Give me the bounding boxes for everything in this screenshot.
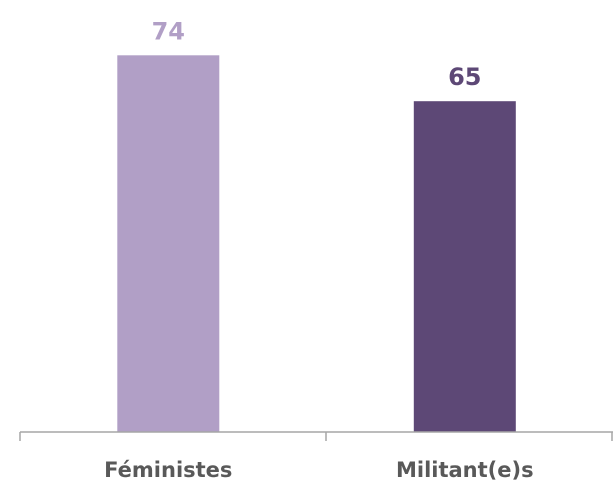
x-axis (19, 431, 613, 441)
x-tick-label-0: Féministes (104, 458, 232, 480)
bar-0 (117, 55, 220, 433)
bars-layer (117, 55, 516, 433)
data-label-1: 65 (448, 63, 481, 91)
tick-labels-layer: Féministes Militant(e)s (104, 458, 533, 480)
data-label-0: 74 (152, 17, 185, 45)
bar-1 (413, 101, 516, 432)
value-labels-layer: 74 65 (152, 17, 482, 91)
x-tick-label-1: Militant(e)s (396, 458, 534, 480)
